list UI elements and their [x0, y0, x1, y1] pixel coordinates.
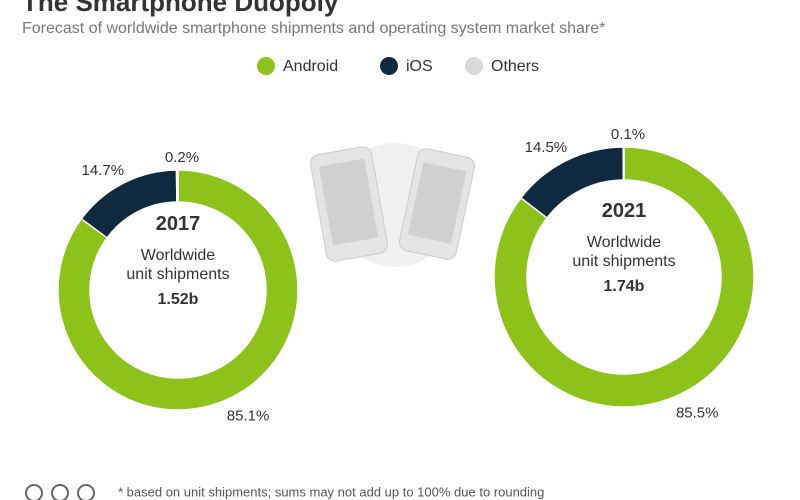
donut-slice	[175, 169, 179, 203]
legend-label: iOS	[406, 58, 433, 75]
value-label: 85.5%	[676, 404, 719, 421]
legend-label: Others	[491, 58, 539, 75]
donut-slice	[493, 146, 755, 408]
donut-slice	[57, 169, 299, 411]
center-label: Worldwide unit shipments	[126, 247, 230, 283]
subtitle: Forecast of worldwide smartphone shipmen…	[22, 20, 605, 37]
total-shipments: 1.52b	[157, 291, 199, 308]
value-label: 85.1%	[227, 408, 270, 425]
donut-year: 2017	[155, 213, 201, 235]
footnote: * based on unit shipments; sums may not …	[118, 484, 544, 499]
value-label: 0.2%	[165, 149, 199, 166]
value-label: 14.7%	[82, 162, 125, 179]
legend-marker	[465, 57, 483, 75]
legend-marker	[257, 57, 275, 75]
footer-icons	[25, 484, 95, 500]
donut-slice	[622, 146, 625, 181]
donut-center: 2021 Worldwide unit shipments 1.74b	[559, 200, 689, 296]
title: The Smartphone Duopoly	[22, 0, 339, 17]
legend-marker	[380, 57, 398, 75]
center-label: Worldwide unit shipments	[572, 234, 676, 270]
value-label: 14.5%	[525, 139, 568, 156]
phone-illustration	[310, 143, 476, 267]
donut-year: 2021	[601, 200, 647, 222]
value-label: 0.1%	[611, 126, 645, 143]
donut-center: 2017 Worldwide unit shipments 1.52b	[113, 213, 243, 309]
legend-label: Android	[283, 58, 338, 75]
total-shipments: 1.74b	[603, 278, 645, 295]
